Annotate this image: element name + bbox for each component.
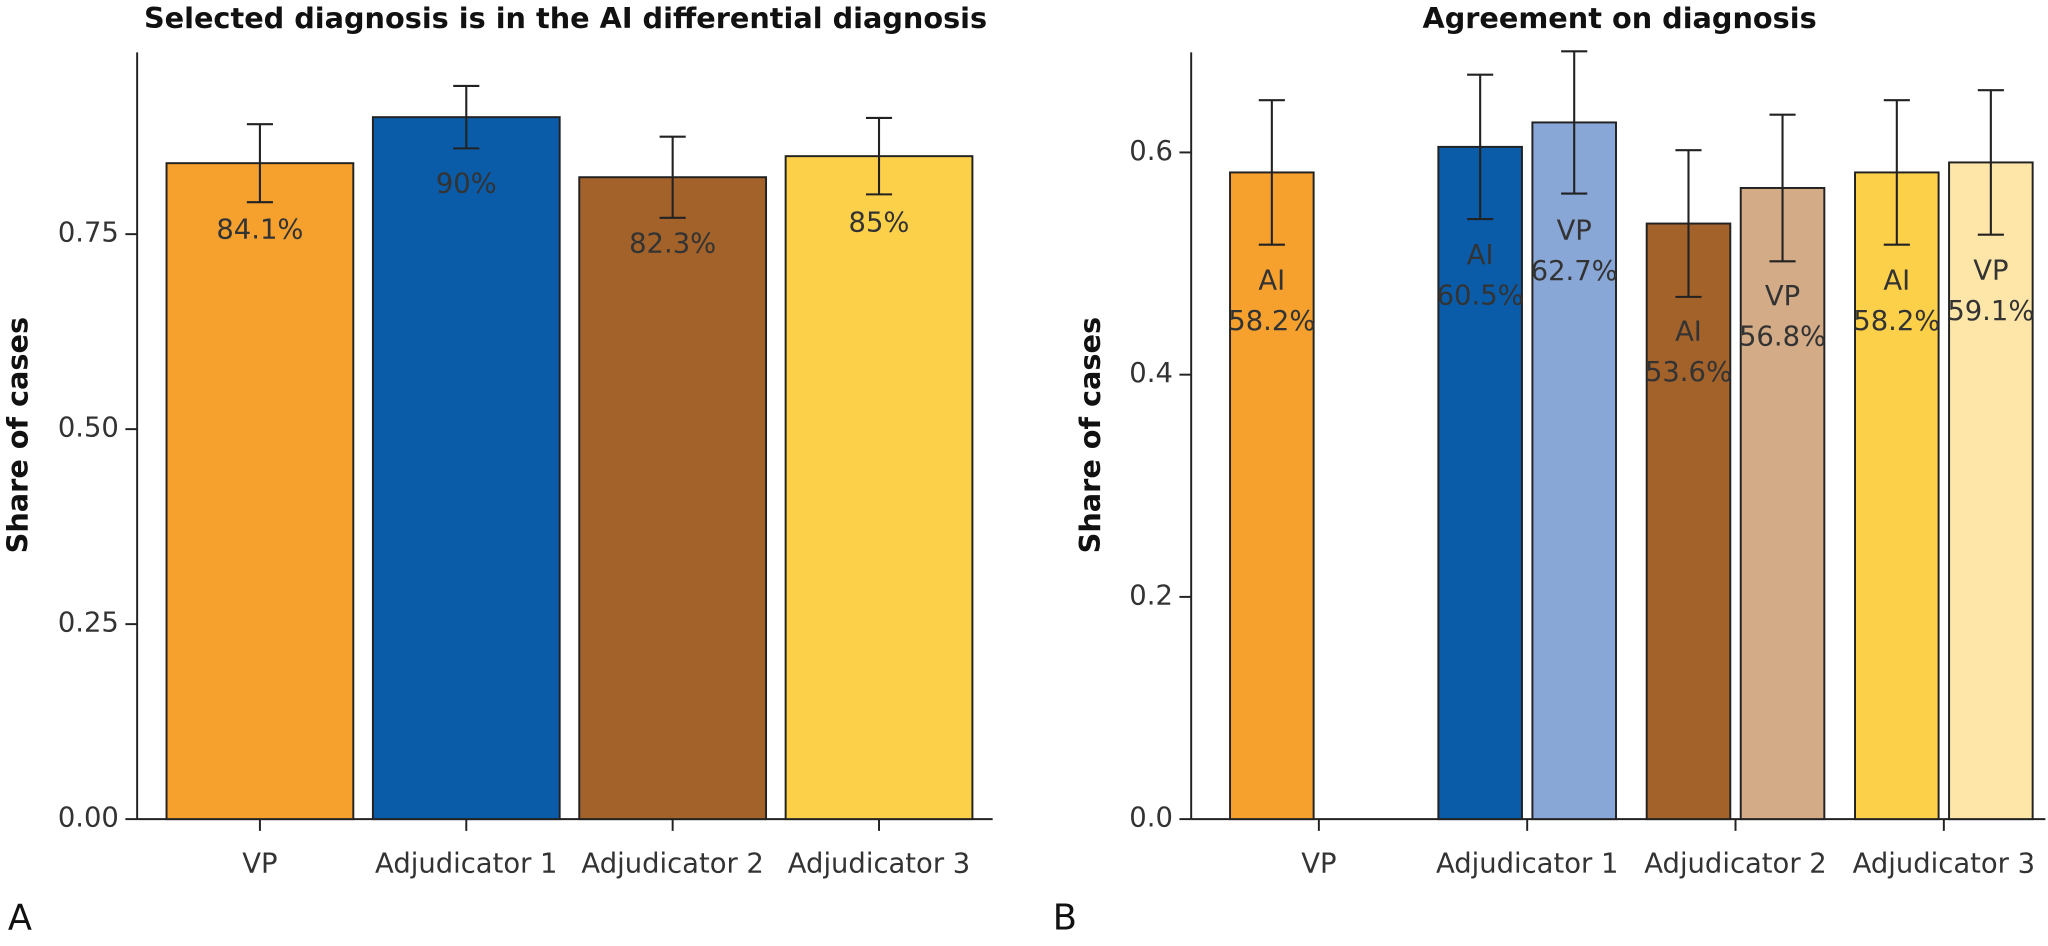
value-label: 60.5% — [1437, 281, 1524, 312]
bar — [1437, 145, 1523, 821]
panel-letter: A — [8, 898, 32, 939]
value-label: 56.8% — [1739, 322, 1826, 353]
error-bar — [1883, 99, 1910, 246]
value-label: 53.6% — [1645, 357, 1732, 388]
y-tick-label: 0.50 — [58, 413, 119, 444]
y-tick-label: 0.0 — [1129, 803, 1173, 834]
bar — [784, 155, 974, 821]
x-tick-label: VP — [242, 848, 277, 879]
error-bar — [453, 84, 480, 150]
bar — [1531, 121, 1617, 821]
value-label: 58.2% — [1228, 306, 1315, 337]
bar — [1229, 171, 1315, 821]
error-bar — [1675, 149, 1702, 298]
value-label: 90% — [436, 169, 497, 200]
y-tick-label: 0.2 — [1129, 580, 1173, 611]
value-label: 62.7% — [1531, 256, 1618, 287]
panel-letter: B — [1053, 898, 1077, 939]
y-tick-label: 0.00 — [58, 803, 119, 834]
x-tick-label: Adjudicator 2 — [1644, 848, 1826, 879]
bar — [1948, 161, 2034, 821]
value-label: 84.1% — [216, 215, 303, 246]
series-label: VP — [1765, 281, 1800, 312]
x-tick-label: Adjudicator 1 — [375, 848, 557, 879]
y-tick-label: 0.25 — [58, 608, 119, 639]
x-tick-label: Adjudicator 1 — [1436, 848, 1618, 879]
bar — [371, 116, 561, 821]
x-tick-label: Adjudicator 3 — [1853, 848, 2035, 879]
x-tick-label: Adjudicator 2 — [581, 848, 763, 879]
error-bar — [246, 123, 273, 204]
series-label: AI — [1467, 240, 1494, 271]
series-label: VP — [1557, 216, 1592, 247]
series-label: AI — [1883, 266, 1910, 297]
x-tick-label: VP — [1301, 848, 1336, 879]
series-label: VP — [1973, 256, 2008, 287]
value-label: 82.3% — [629, 229, 716, 260]
y-tick-label: 0.4 — [1129, 358, 1173, 389]
error-bar — [1258, 99, 1285, 246]
value-label: 85% — [849, 208, 910, 239]
bar — [165, 162, 355, 821]
y-tick-label: 0.6 — [1129, 136, 1173, 167]
y-axis-label: Share of cases — [1073, 317, 1107, 553]
y-tick-label: 0.75 — [58, 218, 119, 249]
error-bar — [1467, 73, 1494, 221]
error-bar — [865, 116, 893, 196]
error-bar — [1769, 113, 1796, 263]
value-label: 59.1% — [1947, 296, 2034, 327]
chart-title: Selected diagnosis is in the AI differen… — [144, 1, 987, 35]
bar — [1854, 171, 1940, 821]
bar — [578, 176, 768, 821]
error-bar — [1977, 89, 2004, 236]
bar — [1645, 222, 1732, 821]
chart-title: Agreement on diagnosis — [1422, 1, 1816, 35]
value-label: 58.2% — [1853, 306, 1940, 337]
y-axis-label: Share of cases — [1, 317, 35, 553]
error-bar — [659, 135, 686, 219]
x-tick-label: Adjudicator 3 — [788, 848, 970, 879]
series-label: AI — [1258, 266, 1285, 297]
error-bar — [1561, 50, 1588, 195]
series-label: AI — [1675, 317, 1702, 348]
